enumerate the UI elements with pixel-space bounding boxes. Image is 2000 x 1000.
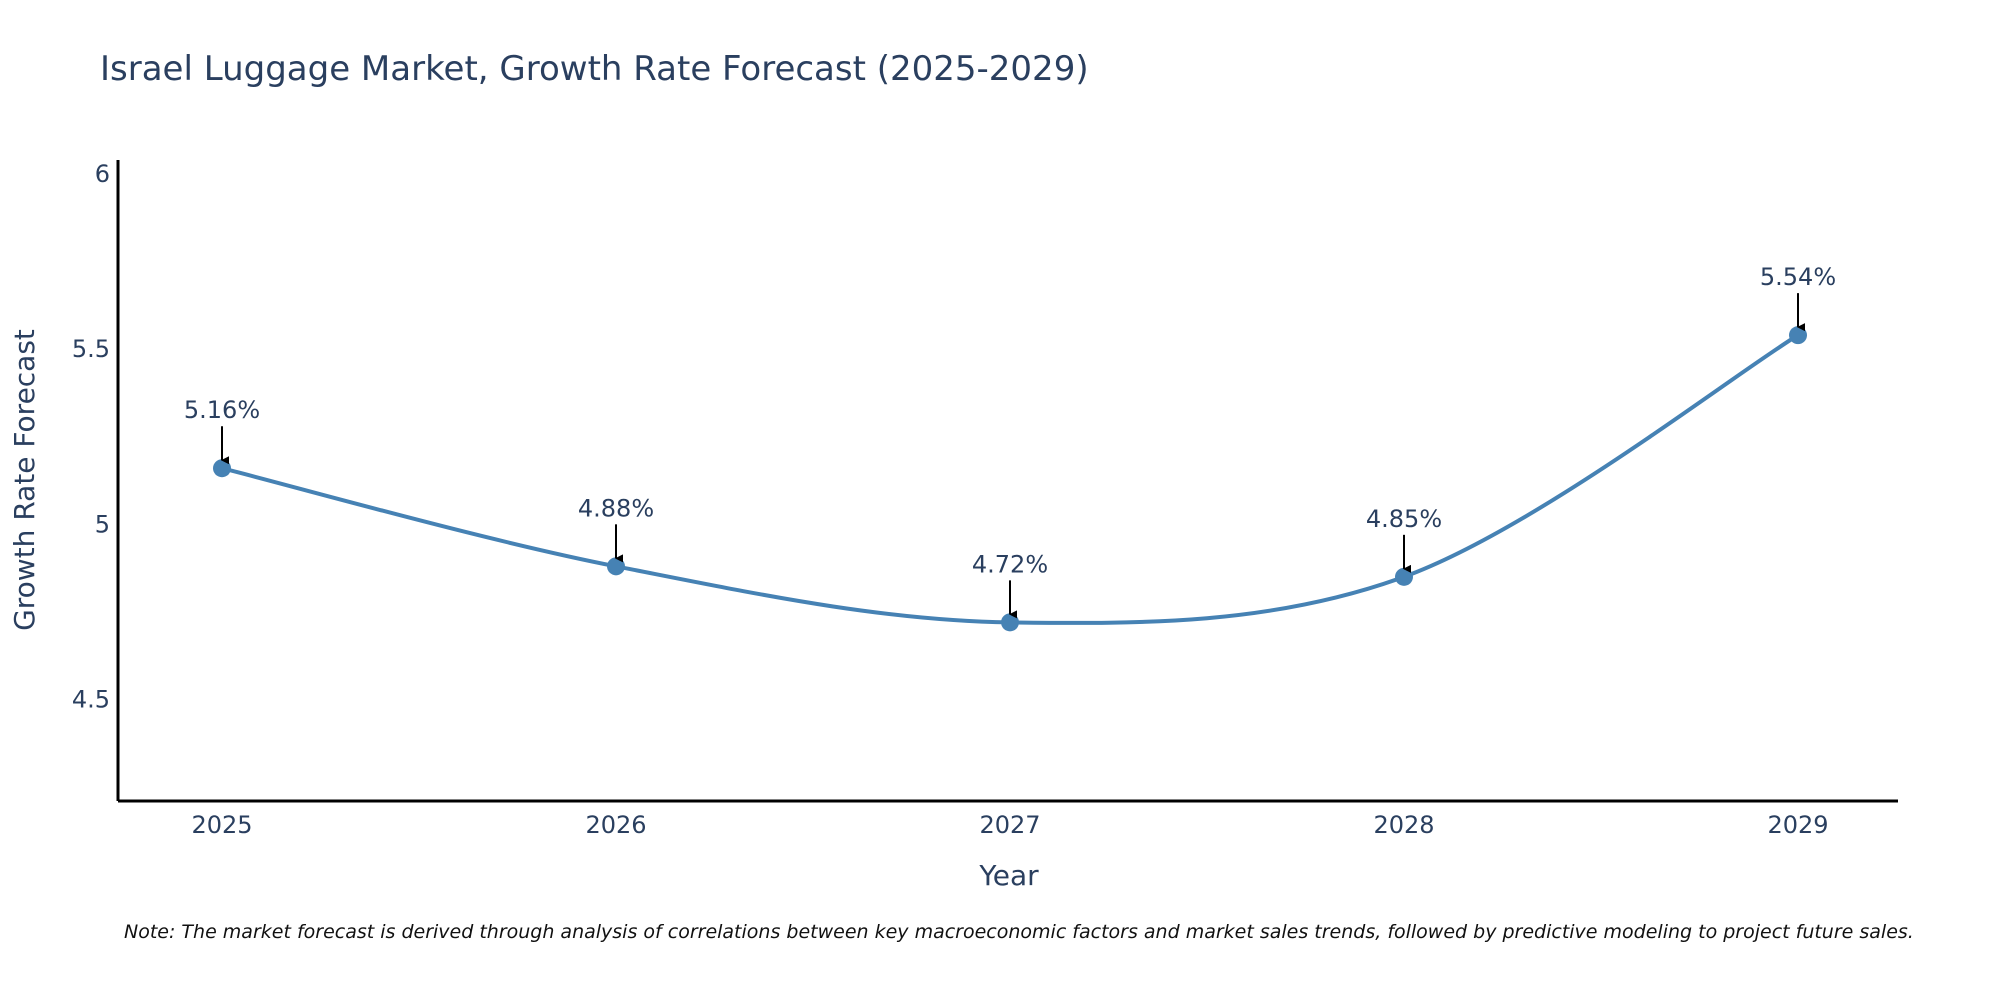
annotations: 5.16% 4.88% 4.72% 4.85% 5.54%: [184, 263, 1836, 619]
chart-note: Note: The market forecast is derived thr…: [124, 921, 1914, 943]
x-tick-label: 2025: [191, 811, 252, 839]
y-tick-label: 4.5: [72, 685, 110, 713]
y-axis-title: Growth Rate Forecast: [8, 329, 41, 631]
y-ticks: 4.5 5 5.5 6: [72, 160, 110, 713]
data-label: 4.85%: [1366, 505, 1442, 533]
data-point: [607, 557, 625, 576]
data-label: 4.88%: [578, 494, 654, 522]
data-point: [1395, 567, 1413, 586]
x-axis-title: Year: [978, 859, 1039, 892]
axes: [116, 160, 1898, 803]
data-label: 5.54%: [1760, 263, 1836, 291]
data-label: 4.72%: [972, 550, 1048, 578]
x-tick-label: 2029: [1767, 811, 1828, 839]
x-tick-label: 2027: [979, 811, 1040, 839]
y-tick-label: 5: [95, 510, 110, 538]
x-tick-label: 2028: [1373, 811, 1434, 839]
series-line: [220, 333, 1800, 625]
data-point: [1789, 326, 1807, 345]
data-point: [1001, 613, 1019, 632]
y-tick-label: 6: [95, 160, 110, 188]
data-point: [213, 459, 231, 478]
x-ticks: 2025 2026 2027 2028 2029: [191, 811, 1828, 839]
y-tick-label: 5.5: [72, 335, 110, 363]
x-tick-label: 2026: [585, 811, 646, 839]
data-label: 5.16%: [184, 396, 260, 424]
chart-title: Israel Luggage Market, Growth Rate Forec…: [100, 49, 1089, 89]
